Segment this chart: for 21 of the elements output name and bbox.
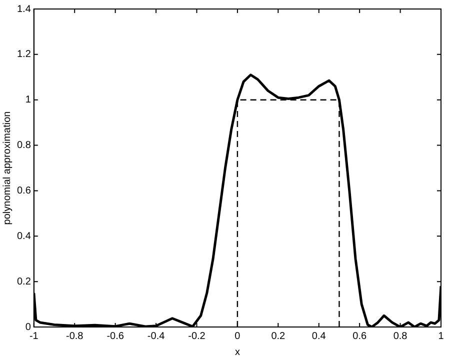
x-tick-label: 0.6 xyxy=(352,330,367,342)
y-tick-label: 0.6 xyxy=(16,185,32,196)
y-tick-label: 0.8 xyxy=(16,140,32,152)
y-tick-label: 0 xyxy=(25,322,32,333)
x-tick-label: -0.8 xyxy=(66,330,84,342)
y-tick-label: 1.4 xyxy=(16,4,32,15)
x-tick-label: 0.2 xyxy=(271,330,286,342)
x-tick-label: -1 xyxy=(29,330,39,342)
y-axis-title: polynomial approximation xyxy=(2,111,13,225)
y-tick-label: 0.4 xyxy=(16,230,32,242)
y-tick-label: 1 xyxy=(25,94,32,106)
x-tick-label: 0.4 xyxy=(312,330,326,342)
y-tick-label: 1.2 xyxy=(16,49,32,60)
x-axis-title: x xyxy=(234,346,240,358)
x-tick-label: 0.8 xyxy=(393,330,408,342)
x-tick-label: -0.4 xyxy=(147,330,166,342)
x-tick-label: -0.6 xyxy=(106,330,124,342)
x-tick-label: 1 xyxy=(438,330,444,342)
x-tick-label: 0 xyxy=(234,330,241,342)
y-tick-label: 0.2 xyxy=(16,276,32,288)
x-tick-label: -0.2 xyxy=(188,330,206,342)
